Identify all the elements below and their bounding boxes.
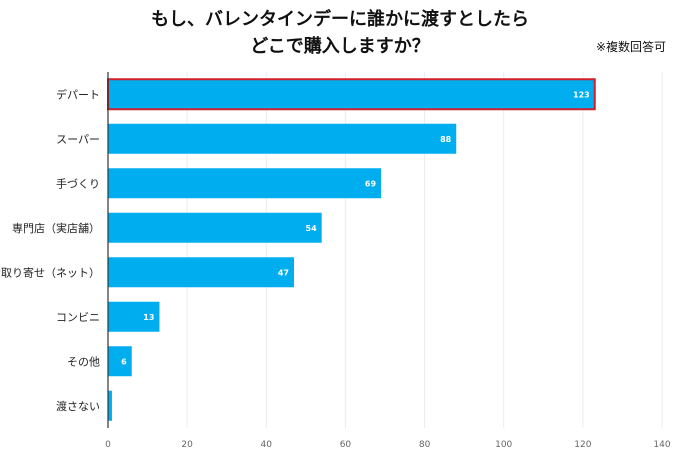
category-label: デパート — [56, 87, 100, 101]
x-tick-label: 0 — [105, 440, 111, 450]
chart-title-line-1: もし、バレンタインデーに誰かに渡すとしたら — [151, 9, 529, 30]
category-label: コンビニ — [56, 311, 100, 324]
data-label: 54 — [306, 224, 318, 233]
data-label: 13 — [143, 313, 154, 322]
x-tick-label: 120 — [574, 440, 591, 450]
data-label: 6 — [121, 357, 127, 366]
x-tick-label: 60 — [340, 440, 352, 450]
x-tick-label: 20 — [181, 440, 193, 450]
bar-1 — [108, 123, 457, 154]
category-label: 専門店（実店舗） — [12, 221, 100, 235]
data-label: 88 — [440, 135, 452, 144]
category-label: 手づくり — [56, 176, 100, 190]
chart-title-line-2: どこで購入しますか？ — [250, 36, 430, 57]
category-label: その他 — [67, 355, 100, 368]
x-tick-label: 80 — [419, 440, 431, 450]
x-tick-label: 140 — [653, 440, 670, 450]
bar-4 — [108, 257, 294, 288]
category-label: お取り寄せ（ネット） — [0, 265, 100, 279]
data-label: 47 — [278, 268, 289, 277]
bar-3 — [108, 212, 322, 243]
bar-7 — [108, 390, 112, 421]
x-tick-label: 40 — [261, 440, 273, 450]
data-label: 123 — [573, 90, 590, 99]
category-label: 渡さない — [56, 399, 100, 413]
category-label: スーパー — [56, 133, 100, 146]
bar-0 — [107, 78, 596, 111]
data-label: 69 — [365, 179, 377, 188]
bar-2 — [108, 168, 382, 199]
x-tick-label: 100 — [495, 440, 512, 450]
bar-6 — [108, 346, 132, 377]
bar-5 — [108, 301, 160, 332]
multiple-answers-note: ※複数回答可 — [595, 40, 666, 54]
